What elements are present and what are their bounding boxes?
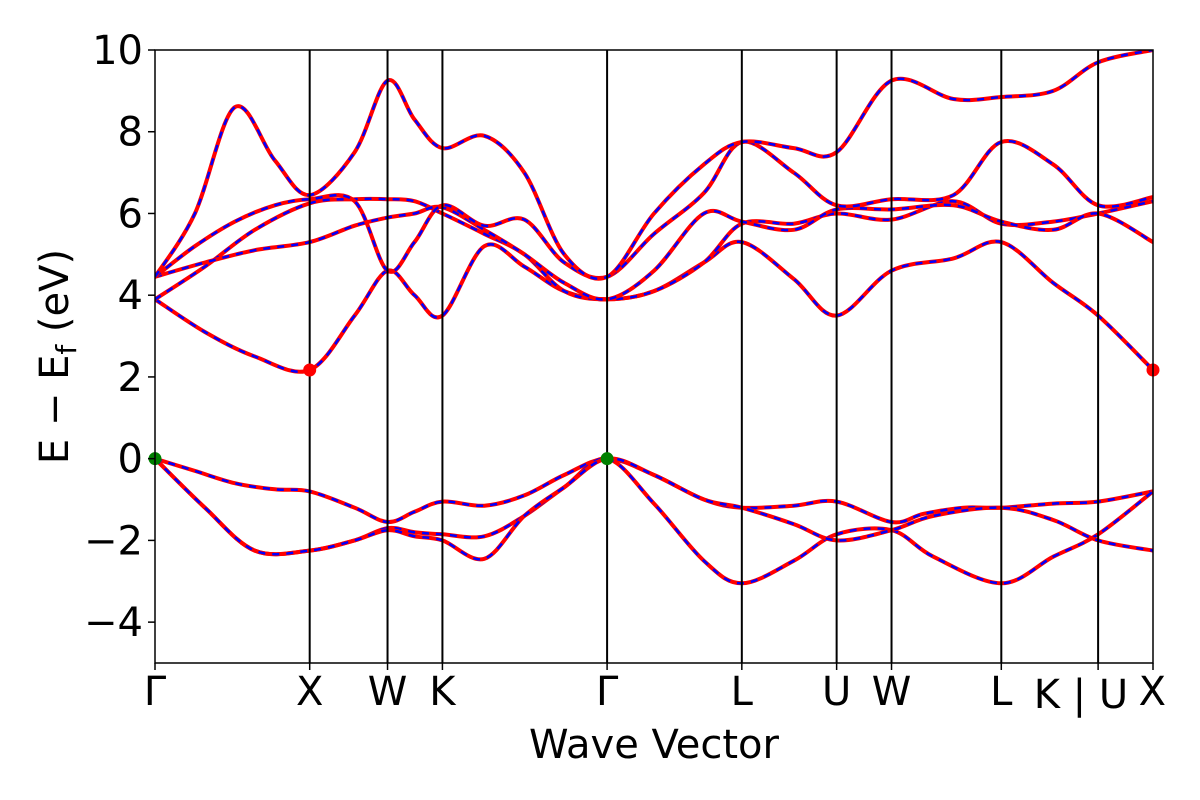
vbm-marker-2 — [600, 452, 614, 466]
y-axis-title-subscript: f — [50, 344, 83, 355]
x-tick-label: X — [1139, 669, 1166, 715]
y-axis-title: E − Ef (eV) — [32, 249, 83, 464]
x-tick-label: L — [990, 669, 1013, 715]
x-tick-label: K — [429, 669, 457, 715]
x-axis-title: Wave Vector — [529, 722, 780, 768]
conduction-band-1-dashed — [155, 240, 1153, 373]
x-tick-label: W — [368, 669, 408, 715]
y-tick-label: 0 — [118, 437, 143, 483]
y-tick-label: −4 — [84, 600, 143, 646]
valence-band-2-dashed — [155, 457, 1153, 585]
y-tick-label: 8 — [118, 110, 143, 156]
y-axis-title-unit: (eV) — [32, 249, 78, 345]
x-tick-label: X — [296, 669, 323, 715]
y-tick-label: 2 — [118, 355, 143, 401]
x-tick-label: Γ — [144, 669, 167, 715]
x-tick-label: Γ — [596, 669, 619, 715]
y-tick-label: 6 — [118, 191, 143, 237]
plot-frame — [154, 49, 1154, 664]
y-tick-label: 10 — [92, 28, 143, 74]
y-axis-title-main: E − E — [32, 355, 78, 465]
x-tick-label: L — [731, 669, 754, 715]
x-tick-label: K | U — [1034, 672, 1128, 718]
kpoint-lines — [308, 50, 1100, 663]
y-tick-label: −2 — [84, 518, 143, 564]
x-tick-label: W — [872, 669, 912, 715]
y-tick-label: 4 — [118, 273, 143, 319]
x-tick-label: U — [822, 669, 851, 715]
cbm-marker-1 — [303, 363, 317, 377]
conduction-band-5-dashed — [155, 50, 1153, 280]
y-axis-ticks: −4 −2 0 2 4 6 8 10 — [84, 28, 155, 646]
